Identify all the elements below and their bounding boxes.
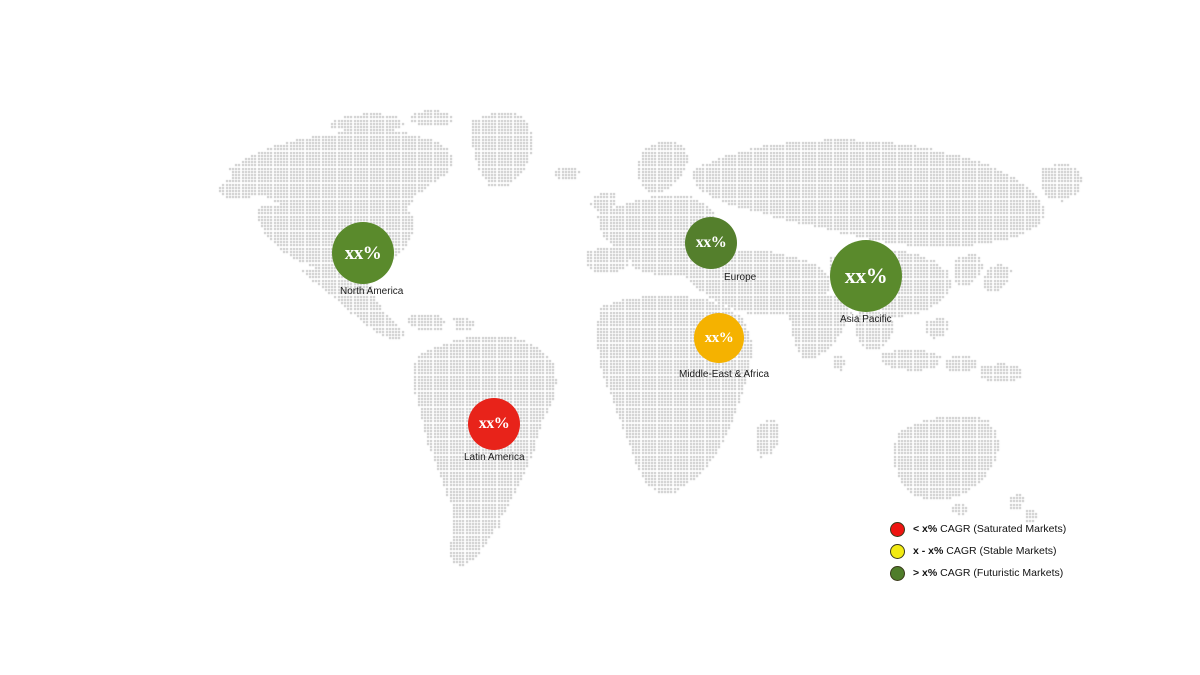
legend-desc-futuristic: CAGR (Futuristic Markets) [937,567,1064,579]
legend-range-futuristic: > x% [913,567,938,579]
legend-label-futuristic: > x% CAGR (Futuristic Markets) [913,567,1063,579]
region-label-middle-east-africa: Middle-East & Africa [679,369,770,380]
bubble-value-europe: xx% [695,234,727,251]
legend-label-stable: x - x% CAGR (Stable Markets) [913,545,1057,557]
region-label-north-america: North America [340,286,404,297]
region-label-latin-america: Latin America [464,452,525,463]
legend-dot-saturated [890,521,905,537]
legend-dot-futuristic [890,565,905,581]
bubble-latin-america[interactable]: xx% [468,398,520,450]
legend-desc-saturated: CAGR (Saturated Markets) [937,523,1067,535]
legend-desc-stable: CAGR (Stable Markets) [943,545,1057,557]
legend: < x% CAGR (Saturated Markets) x - x% CAGR… [890,518,1066,584]
legend-item-futuristic[interactable]: > x% CAGR (Futuristic Markets) [890,562,1066,584]
legend-range-stable: x - x% [913,545,944,557]
bubble-value-middle-east-africa: xx% [704,329,734,346]
bubble-north-america[interactable]: xx% [332,222,394,284]
legend-label-saturated: < x% CAGR (Saturated Markets) [913,523,1066,535]
region-label-europe: Europe [724,272,757,283]
bubble-value-latin-america: xx% [478,415,510,432]
legend-dot-stable [890,543,905,559]
legend-item-stable[interactable]: x - x% CAGR (Stable Markets) [890,540,1066,562]
bubble-middle-east-africa[interactable]: xx% [694,313,744,363]
region-label-asia-pacific: Asia Pacific [840,314,892,325]
bubble-value-asia-pacific: xx% [844,263,888,288]
bubble-europe[interactable]: xx% [685,217,737,269]
bubble-value-north-america: xx% [344,242,382,264]
bubble-asia-pacific[interactable]: xx% [830,240,902,312]
legend-item-saturated[interactable]: < x% CAGR (Saturated Markets) [890,518,1066,540]
legend-range-saturated: < x% [913,523,938,535]
